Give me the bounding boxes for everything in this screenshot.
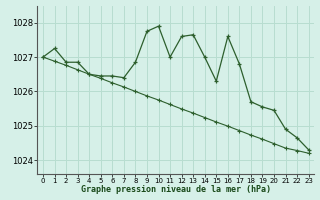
X-axis label: Graphe pression niveau de la mer (hPa): Graphe pression niveau de la mer (hPa) bbox=[81, 185, 271, 194]
